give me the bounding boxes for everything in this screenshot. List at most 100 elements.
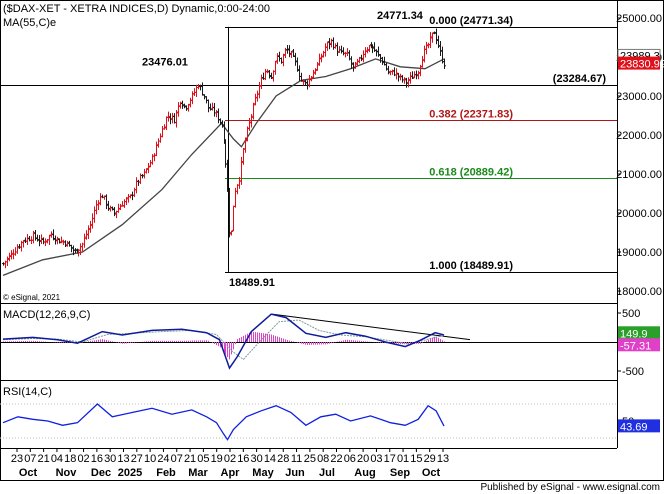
month-label: Jul [319, 467, 335, 479]
ohlc-bar [290, 50, 293, 59]
date-tick-label: 14 [264, 453, 276, 465]
ohlc-bar [155, 141, 158, 157]
ohlc-bar [371, 44, 374, 54]
hist-last-tag: -57.31 [618, 338, 660, 352]
ohlc-bar [175, 110, 178, 128]
ohlc-bar [443, 58, 446, 69]
date-tick-label: 16 [237, 453, 249, 465]
month-label: Nov [56, 467, 78, 479]
date-tick-label: 30 [251, 453, 263, 465]
ohlc-bar [399, 73, 402, 81]
ohlc-bar [340, 45, 343, 54]
date-tick-label: 24 [157, 453, 169, 465]
ohlc-bar [391, 69, 394, 75]
ohlc-bar [97, 200, 100, 210]
ohlc-bar [240, 156, 243, 185]
ohlc-bar [167, 111, 170, 122]
ohlc-bar [89, 220, 92, 233]
ohlc-bar [421, 55, 424, 68]
date-tick-label: 22 [330, 453, 342, 465]
ohlc-bar [145, 168, 148, 174]
ohlc-bar [34, 230, 37, 241]
date-tick-label: 02 [224, 453, 236, 465]
ohlc-bar [375, 49, 378, 57]
ohlc-bar [183, 103, 186, 109]
price-tick-label: 21000.00 [616, 169, 662, 181]
annotation-0: 24771.34 [377, 10, 424, 22]
ohlc-bar [141, 174, 144, 179]
ohlc-bar [8, 252, 11, 262]
ohlc-bar [117, 203, 120, 213]
ohlc-bar [326, 41, 329, 51]
date-tick-label: 30 [104, 453, 116, 465]
month-label: Oct [422, 467, 441, 479]
ohlc-bar [435, 28, 438, 45]
ohlc-bar [439, 40, 442, 57]
ohlc-bar [250, 114, 253, 128]
ohlc-bar [248, 118, 251, 131]
watermark: © eSignal, 2021 [3, 293, 61, 302]
date-tick-label: 03 [370, 453, 382, 465]
date-tick-label: 13 [437, 453, 449, 465]
ma-line [2, 58, 445, 277]
ohlc-bar [354, 61, 357, 69]
ohlc-bar [377, 46, 380, 57]
ohlc-bar [129, 194, 132, 199]
ohlc-bar [260, 74, 263, 90]
price-tick-label: 20000.00 [616, 208, 662, 220]
date-tick-label: 21 [38, 453, 50, 465]
annotation-7: 1.000 (18489.91) [429, 260, 513, 272]
ohlc-bar [286, 44, 289, 54]
month-label: Jun [285, 467, 305, 479]
macd-last-tag-text: 149.9 [620, 328, 648, 340]
ohlc-bar [48, 234, 51, 245]
ohlc-bar [6, 256, 9, 267]
price-tick-label: 22000.00 [616, 130, 662, 142]
date-tick-label: 11 [291, 453, 302, 465]
ohlc-bar [276, 53, 279, 64]
rsi-panel: 5043.69 [0, 403, 660, 441]
ohlc-bar [433, 31, 436, 35]
ohlc-bar [270, 72, 273, 80]
price-bars [2, 28, 446, 269]
ohlc-bar [177, 102, 180, 117]
ohlc-bar [415, 70, 418, 80]
ohlc-bar [60, 236, 63, 244]
ohlc-bar [107, 200, 110, 211]
ohlc-bar [328, 38, 331, 50]
date-tick-label: 29 [424, 453, 436, 465]
ohlc-bar [282, 53, 285, 67]
rsi-line [2, 403, 445, 441]
rsi-last-tag-text: 43.69 [620, 421, 648, 433]
ohlc-bar [50, 231, 53, 238]
ohlc-bar [230, 230, 233, 236]
ohlc-bar [187, 103, 190, 112]
annotation-4: (23284.67) [553, 73, 607, 85]
ohlc-bar [44, 238, 47, 247]
ohlc-bar [201, 82, 204, 96]
month-label: Feb [156, 467, 176, 479]
ohlc-bar [266, 69, 269, 74]
macd-trend-line [271, 313, 471, 341]
macd-last-tag: 149.9 [618, 326, 660, 340]
ohlc-bar [244, 137, 247, 153]
date-tick-label: 08 [317, 453, 329, 465]
ohlc-bar [346, 48, 349, 56]
ohlc-bar [83, 233, 86, 248]
macd-label: MACD(12,26,9,C) [3, 309, 90, 321]
ohlc-bar [16, 244, 19, 254]
ohlc-bar [22, 240, 25, 248]
ohlc-bar [221, 120, 224, 128]
ohlc-bar [74, 248, 77, 253]
ohlc-bar [258, 82, 261, 99]
ohlc-bar [336, 42, 339, 57]
rsi-last-tag: 43.69 [618, 419, 660, 433]
ohlc-bar [296, 57, 299, 72]
ohlc-bar [191, 91, 194, 105]
ohlc-bar [360, 54, 363, 62]
ohlc-bar [66, 240, 69, 247]
annotation-6: 0.618 (20889.42) [429, 166, 513, 178]
annotation-5: 0.382 (22371.83) [429, 108, 513, 120]
date-tick-label: 19 [211, 453, 223, 465]
date-tick-label: 27 [131, 453, 143, 465]
